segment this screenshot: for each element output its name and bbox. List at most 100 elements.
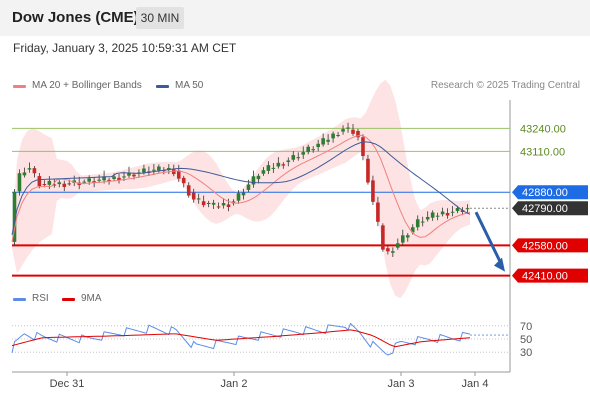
candle-body	[455, 207, 460, 212]
candle-body	[391, 251, 395, 253]
rsi-level-label-30: 30	[520, 347, 532, 359]
candle-body	[176, 170, 181, 179]
ma50-legend-swatch	[156, 85, 169, 88]
rsi-ma-legend-swatch	[62, 298, 75, 301]
candle-body	[286, 160, 291, 163]
candle-body	[127, 172, 131, 176]
candle-body	[405, 235, 410, 238]
candle-body	[196, 198, 201, 200]
candle-body	[326, 139, 330, 142]
candle-body	[171, 169, 176, 175]
candle-body	[142, 168, 146, 173]
ma50-line	[11, 141, 471, 235]
candle-body	[445, 212, 450, 216]
candle-body	[122, 176, 126, 178]
instrument-title: Dow Jones (CME)	[12, 9, 139, 26]
candle-body	[241, 192, 246, 196]
candle-body	[296, 157, 301, 159]
rsi-legend-label: RSI	[32, 293, 49, 304]
research-credit: Research © 2025 Trading Central	[430, 80, 580, 91]
candle-body	[17, 173, 22, 192]
candle-body	[97, 179, 101, 181]
candle-body	[152, 169, 156, 171]
candle-body	[12, 192, 17, 242]
rsi-level-label-70: 70	[520, 321, 532, 333]
candle-body	[356, 130, 360, 138]
candle-body	[221, 203, 226, 206]
ma50-legend-label: MA 50	[175, 80, 204, 91]
candle-body	[132, 174, 136, 177]
candle-body	[27, 168, 32, 170]
candle-body	[301, 152, 306, 155]
x-tick-label: Jan 3	[388, 378, 415, 390]
support-1-label: 42580.00	[522, 240, 568, 252]
support-2-tag	[512, 268, 588, 283]
candle-body	[366, 158, 370, 183]
candle-body	[316, 143, 320, 148]
candle-body	[281, 164, 286, 166]
last-price-label: 42790.00	[522, 203, 568, 215]
candle-body	[371, 180, 375, 202]
candle-body	[107, 179, 111, 181]
candle-body	[87, 178, 91, 182]
rsi-ma-line	[11, 329, 471, 348]
candle-body	[341, 129, 345, 132]
candle-body	[256, 175, 261, 180]
candle-body	[201, 201, 206, 206]
support-1-tag	[512, 238, 588, 253]
timestamp: Friday, January 3, 2025 10:59:31 AM CET	[13, 41, 237, 55]
candle-body	[346, 127, 350, 129]
candle-body	[261, 170, 266, 174]
candle-body	[236, 193, 241, 201]
ma20-line	[11, 134, 471, 242]
candle-body	[361, 137, 365, 156]
candle-body	[435, 215, 440, 217]
last-price-tag	[512, 201, 588, 216]
x-tick-label: Jan 2	[221, 378, 248, 390]
candle-body	[465, 208, 470, 210]
candle-body	[57, 182, 62, 185]
candle-body	[206, 202, 211, 205]
candle-body	[157, 166, 161, 171]
candle-body	[32, 168, 37, 174]
candle-body	[246, 184, 251, 190]
candle-body	[331, 133, 335, 139]
forecast-arrow-head	[494, 257, 505, 272]
timeframe-button[interactable]: 30 MIN	[136, 7, 184, 29]
candle-body	[102, 176, 106, 181]
candle-body	[167, 168, 171, 170]
candle-body	[291, 155, 296, 160]
resistance-1-label: 43110.00	[520, 146, 565, 158]
candle-body	[22, 172, 27, 176]
candle-body	[92, 181, 96, 183]
candle-body	[336, 135, 340, 137]
pivot-label: 42880.00	[522, 187, 568, 199]
candle-body	[117, 177, 121, 181]
rsi-level-label-50: 50	[520, 334, 532, 346]
x-tick-label: Jan 4	[462, 378, 489, 390]
candle-body	[181, 177, 186, 184]
candle-body	[381, 225, 385, 250]
candle-body	[42, 184, 47, 186]
candle-body	[276, 162, 281, 167]
rsi-line	[11, 322, 471, 356]
candle-body	[410, 227, 415, 233]
candle-body	[376, 202, 380, 222]
forecast-arrow-shaft	[474, 211, 504, 267]
rsi-ma-legend-label: 9MA	[81, 293, 102, 304]
candle-body	[415, 219, 420, 228]
pivot-tag	[512, 185, 588, 200]
candle-body	[226, 204, 231, 207]
candle-body	[251, 176, 256, 185]
candle-body	[82, 181, 86, 183]
candle-body	[67, 183, 72, 185]
candle-body	[400, 235, 405, 243]
bollinger-legend-label: MA 20 + Bollinger Bands	[32, 80, 142, 91]
candle-body	[211, 202, 216, 205]
candle-body	[440, 211, 445, 215]
candle-body	[306, 146, 311, 153]
candle-body	[186, 185, 191, 196]
candle-body	[216, 206, 221, 208]
candle-body	[396, 243, 400, 248]
